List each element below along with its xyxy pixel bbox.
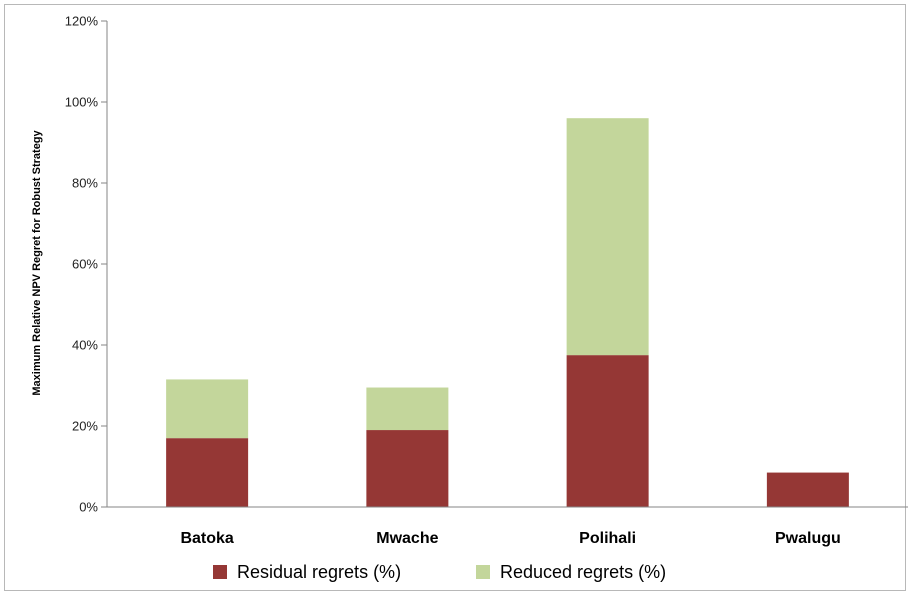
bar-batoka-residual	[166, 438, 249, 507]
chart-frame	[4, 4, 906, 591]
bar-mwache-reduced	[366, 387, 449, 431]
bars	[166, 118, 849, 507]
y-tick-label: 100%	[65, 95, 99, 110]
y-tick-label: 80%	[72, 176, 98, 191]
y-axis-ticks: 0% 20% 40% 60% 80% 100% 120%	[65, 14, 107, 515]
bar-mwache-residual	[366, 430, 449, 507]
y-tick-label: 0%	[79, 500, 98, 515]
bar-polihali-reduced	[566, 118, 649, 356]
bar-pwalugu-residual	[766, 472, 849, 507]
y-tick-label: 20%	[72, 419, 98, 434]
x-tick-label: Mwache	[376, 530, 438, 547]
legend-label: Reduced regrets (%)	[500, 562, 666, 582]
x-tick-label: Polihali	[579, 530, 636, 547]
x-tick-label: Pwalugu	[775, 530, 841, 547]
y-tick-label: 120%	[65, 14, 99, 29]
legend-label: Residual regrets (%)	[237, 562, 401, 582]
bar-polihali-residual	[566, 355, 649, 507]
legend-swatch	[476, 565, 490, 579]
x-tick-label: Batoka	[180, 530, 233, 547]
legend: Residual regrets (%) Reduced regrets (%)	[213, 562, 666, 582]
legend-swatch	[213, 565, 227, 579]
x-axis-categories: Batoka Mwache Polihali Pwalugu	[180, 530, 840, 547]
y-axis-label: Maximum Relative NPV Regret for Robust S…	[31, 129, 43, 395]
bar-batoka-reduced	[166, 379, 249, 439]
y-tick-label: 40%	[72, 338, 98, 353]
y-tick-label: 60%	[72, 257, 98, 272]
